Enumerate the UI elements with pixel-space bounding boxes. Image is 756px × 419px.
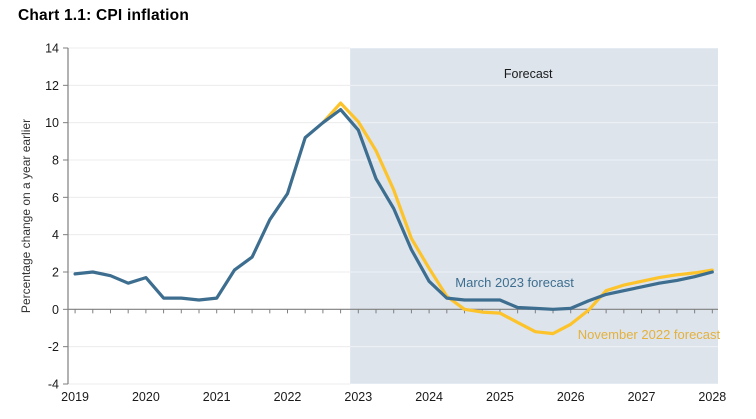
- x-tick-label: 2020: [132, 390, 160, 404]
- forecast-region: [350, 48, 718, 384]
- x-tick-label: 2025: [486, 390, 514, 404]
- x-tick-label: 2022: [274, 390, 302, 404]
- y-tick-label: 2: [52, 266, 59, 280]
- y-tick-label: 6: [52, 191, 59, 205]
- chart-title: Chart 1.1: CPI inflation: [18, 7, 190, 24]
- x-tick-label: 2026: [557, 390, 585, 404]
- x-tick-label: 2027: [628, 390, 656, 404]
- y-tick-label: 14: [45, 42, 59, 56]
- y-tick-label: 4: [52, 228, 59, 242]
- march-2023-forecast-line: [73, 107, 714, 311]
- y-tick-label: 0: [52, 303, 59, 317]
- x-tick-label: 2023: [344, 390, 372, 404]
- x-tick-label: 2021: [203, 390, 231, 404]
- november-2022-forecast-label: November 2022 forecast: [578, 327, 721, 342]
- y-tick-label: 10: [45, 116, 59, 130]
- march-2023-forecast-label: March 2023 forecast: [455, 275, 574, 290]
- x-tick-label: 2024: [415, 390, 443, 404]
- y-tick-label: 8: [52, 154, 59, 168]
- y-tick-label: -4: [48, 378, 59, 392]
- november-2022-forecast-line: [321, 101, 714, 336]
- y-tick-label: 12: [45, 79, 59, 93]
- forecast-label: Forecast: [504, 67, 553, 81]
- x-tick-label: 2028: [698, 390, 726, 404]
- x-tick-label: 2019: [61, 390, 89, 404]
- y-tick-label: -2: [48, 340, 59, 354]
- y-axis-label: Percentage change on a year earlier: [19, 119, 33, 313]
